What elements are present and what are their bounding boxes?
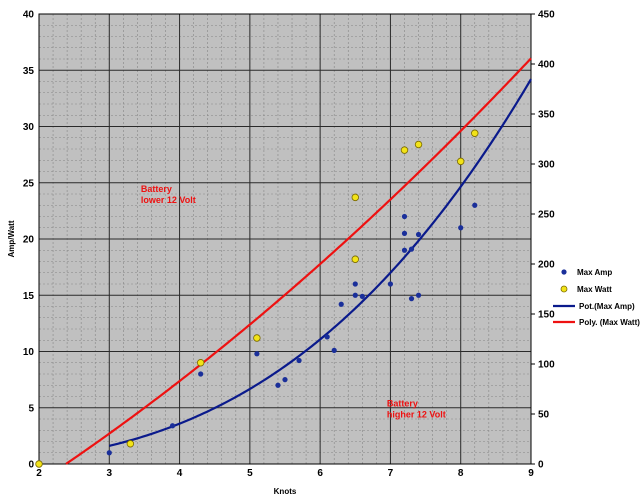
- x-tick-label: 3: [107, 468, 113, 479]
- max-watt-point: [471, 129, 479, 137]
- x-tick-label: 5: [247, 468, 253, 479]
- y2-tick-label: 200: [538, 260, 555, 271]
- legend: Max Amp Max Watt Pot.(Max Amp) Poly. (Max W…: [553, 268, 640, 327]
- max-watt-point: [196, 359, 205, 367]
- data-points: [35, 129, 479, 468]
- max-amp-point: [254, 351, 260, 357]
- x-axis-ticks: 2 3 4 5 6 7 8 9: [36, 468, 534, 479]
- max-amp-point: [401, 230, 408, 236]
- y2-tick-label: 450: [538, 10, 555, 21]
- y2-tick-label: 100: [538, 360, 555, 371]
- legend-marker: [561, 269, 567, 275]
- trendline-poly-max-watt: [65, 57, 532, 465]
- max-amp-point: [275, 382, 281, 388]
- max-amp-point: [408, 296, 415, 302]
- max-amp-point: [352, 292, 358, 298]
- max-watt-point: [253, 334, 261, 342]
- y-tick-label: 30: [23, 122, 35, 133]
- annotation-lower-voltage: lower 12 Volt: [141, 195, 196, 205]
- annotation-higher-voltage: Battery: [387, 399, 418, 409]
- annotation-higher-voltage: higher 12 Volt: [387, 410, 446, 420]
- max-amp-point: [472, 202, 478, 208]
- y2-tick-label: 400: [538, 60, 555, 71]
- y2-tick-label: 250: [538, 210, 555, 221]
- x-tick-label: 7: [388, 468, 394, 479]
- y-tick-label: 40: [23, 10, 35, 21]
- trendlines: [65, 57, 532, 465]
- max-amp-point: [415, 231, 422, 238]
- max-amp-point: [296, 357, 302, 364]
- y-tick-label: 20: [23, 235, 35, 246]
- y-tick-label: 15: [23, 291, 35, 302]
- x-tick-label: 2: [36, 468, 42, 479]
- max-amp-point: [324, 334, 330, 340]
- y2-tick-label: 150: [538, 310, 555, 321]
- max-amp-point: [401, 213, 408, 220]
- max-amp-point: [282, 377, 288, 383]
- y2-axis-ticks: 0 50 100 150 200 250 300 350 400 450: [531, 10, 555, 471]
- x-tick-label: 9: [528, 468, 534, 479]
- x-tick-label: 6: [317, 468, 323, 479]
- y2-tick-label: 0: [538, 460, 544, 471]
- max-amp-point: [408, 246, 415, 252]
- max-amp-point: [458, 225, 464, 231]
- x-axis-title: Knots: [274, 487, 297, 496]
- max-amp-point: [352, 281, 358, 287]
- y-axis-ticks: 0 5 10 15 20 25 30 35 40: [23, 10, 35, 471]
- annotation-lower-voltage: Battery: [141, 184, 172, 194]
- max-watt-point: [351, 255, 359, 263]
- y2-tick-label: 350: [538, 110, 555, 121]
- y-tick-label: 0: [28, 460, 34, 471]
- trendline-power-max-amp: [109, 78, 532, 447]
- max-amp-point: [106, 450, 112, 456]
- max-amp-point: [338, 301, 344, 307]
- legend-label: Max Amp: [577, 268, 612, 277]
- y2-tick-label: 300: [538, 160, 555, 171]
- x-tick-label: 8: [458, 468, 464, 479]
- y-tick-label: 25: [23, 178, 35, 189]
- max-watt-point: [351, 193, 359, 202]
- max-amp-point: [331, 347, 337, 353]
- legend-label: Max Watt: [577, 285, 612, 294]
- plot-border: [38, 13, 532, 465]
- max-amp-point: [359, 293, 365, 299]
- x-tick-label: 4: [177, 468, 183, 479]
- legend-label: Pot.(Max Amp): [579, 302, 635, 311]
- max-watt-point: [35, 460, 43, 468]
- y-tick-label: 5: [28, 403, 34, 414]
- max-watt-point: [126, 440, 135, 448]
- y2-tick-label: 50: [538, 410, 550, 421]
- max-watt-point: [400, 146, 409, 154]
- y-axis-title: Amp/Watt: [7, 220, 16, 257]
- max-amp-point: [169, 423, 176, 429]
- y-tick-label: 35: [23, 66, 35, 77]
- y-tick-label: 10: [23, 347, 35, 358]
- max-watt-point: [414, 140, 423, 149]
- legend-marker: [560, 285, 568, 293]
- max-watt-point: [457, 157, 465, 166]
- max-amp-point: [198, 371, 204, 377]
- max-amp-point: [401, 247, 408, 253]
- max-amp-point: [415, 292, 422, 298]
- legend-label: Poly. (Max Watt): [579, 318, 640, 327]
- max-amp-point: [387, 281, 394, 287]
